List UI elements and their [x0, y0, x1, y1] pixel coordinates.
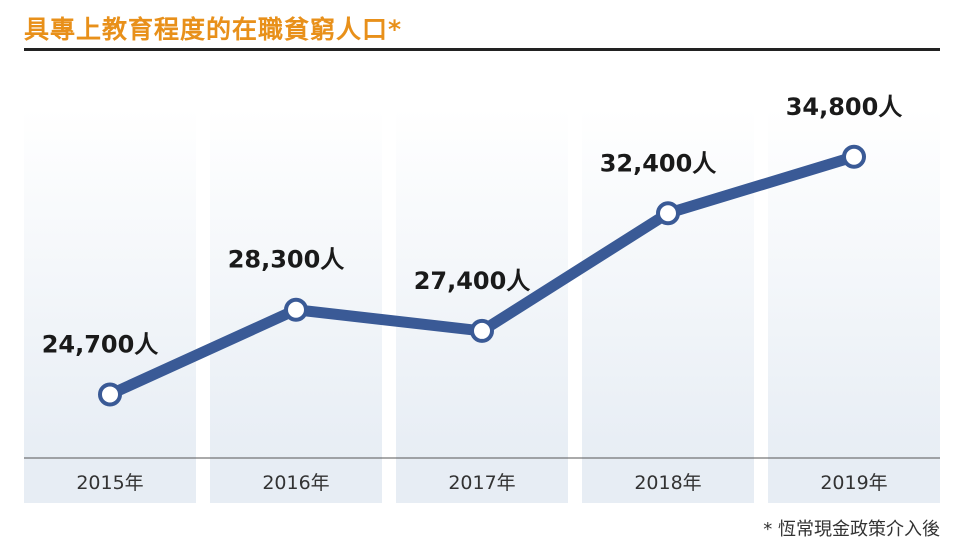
- data-label: 34,800人: [786, 93, 903, 121]
- x-tick-label: 2015年: [76, 472, 143, 494]
- column-band: [582, 108, 754, 503]
- footnote: * 恆常現金政策介入後: [763, 519, 940, 540]
- column-band: [768, 108, 940, 503]
- data-label: 27,400人: [414, 267, 531, 295]
- data-point: [656, 201, 680, 226]
- data-label: 32,400人: [600, 149, 717, 177]
- tick-cell: [396, 458, 568, 503]
- data-label: 24,700人: [42, 330, 159, 358]
- x-tick-label: 2017年: [448, 472, 515, 494]
- data-point: [98, 382, 122, 407]
- data-point: [842, 144, 866, 169]
- tick-cell: [24, 458, 196, 503]
- data-point: [284, 297, 308, 322]
- x-tick-label: 2019年: [820, 472, 887, 494]
- title-divider: [24, 48, 940, 51]
- chart-title: 具專上教育程度的在職貧窮人口*: [24, 15, 403, 44]
- tick-cell: [210, 458, 382, 503]
- data-label: 28,300人: [228, 246, 345, 274]
- tick-cell: [768, 458, 940, 503]
- x-tick-label: 2016年: [262, 472, 329, 494]
- column-band: [24, 108, 196, 503]
- data-point: [470, 318, 494, 343]
- x-tick-label: 2018年: [634, 472, 701, 494]
- tick-cell: [582, 458, 754, 503]
- column-band: [396, 108, 568, 503]
